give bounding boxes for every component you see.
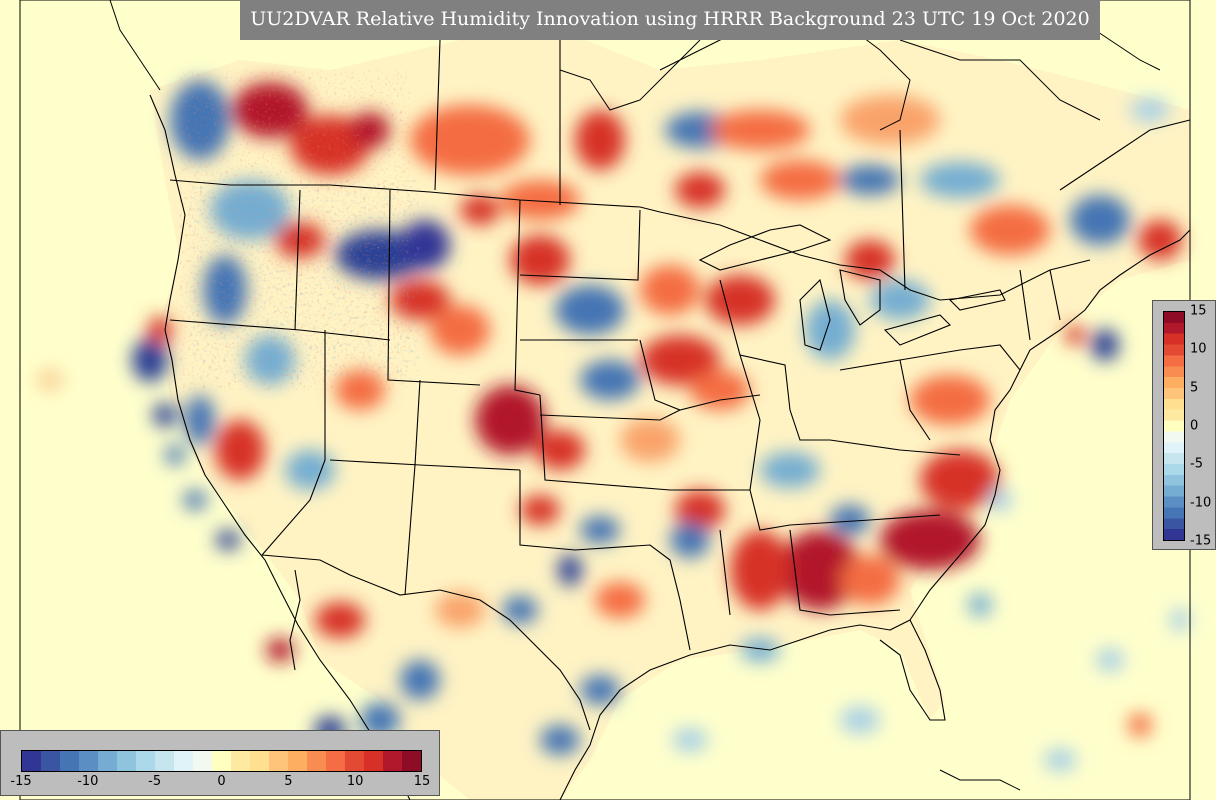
horizontal-colorbar-tick-label: -5	[148, 774, 162, 789]
vertical-colorbar-tick-label: 10	[1190, 341, 1207, 357]
vertical-colorbar-tick-label: -5	[1190, 456, 1203, 472]
horizontal-colorbar-tick-label: -10	[77, 774, 99, 789]
horizontal-colorbar: -15 -10 -5 0 5 10 15	[0, 730, 440, 796]
map-boundaries	[149, 19, 1191, 800]
map-title: UU2DVAR Relative Humidity Innovation usi…	[240, 0, 1100, 40]
horizontal-colorbar-tick-label: -15	[10, 774, 32, 789]
vertical-colorbar-gradient	[1163, 311, 1185, 541]
vertical-colorbar-tick-label: 15	[1190, 303, 1207, 319]
horizontal-colorbar-tick-label: 10	[346, 774, 364, 789]
vertical-colorbar-tick-label: -10	[1190, 495, 1212, 511]
horizontal-colorbar-tick-label: 15	[413, 774, 431, 789]
vertical-colorbar-tick-label: 5	[1190, 380, 1199, 396]
vertical-colorbar-tick-label: 0	[1190, 418, 1199, 434]
horizontal-colorbar-gradient	[21, 750, 422, 772]
vertical-colorbar-tick-label: -15	[1190, 533, 1212, 549]
mountain-texture-blue	[190, 180, 420, 380]
horizontal-colorbar-tick-label: 5	[284, 774, 293, 789]
horizontal-colorbar-tick-label: 0	[217, 774, 226, 789]
vertical-colorbar: 15 10 5 0 -5 -10 -15	[1152, 300, 1216, 550]
northern-coastlines	[109, 0, 1161, 791]
